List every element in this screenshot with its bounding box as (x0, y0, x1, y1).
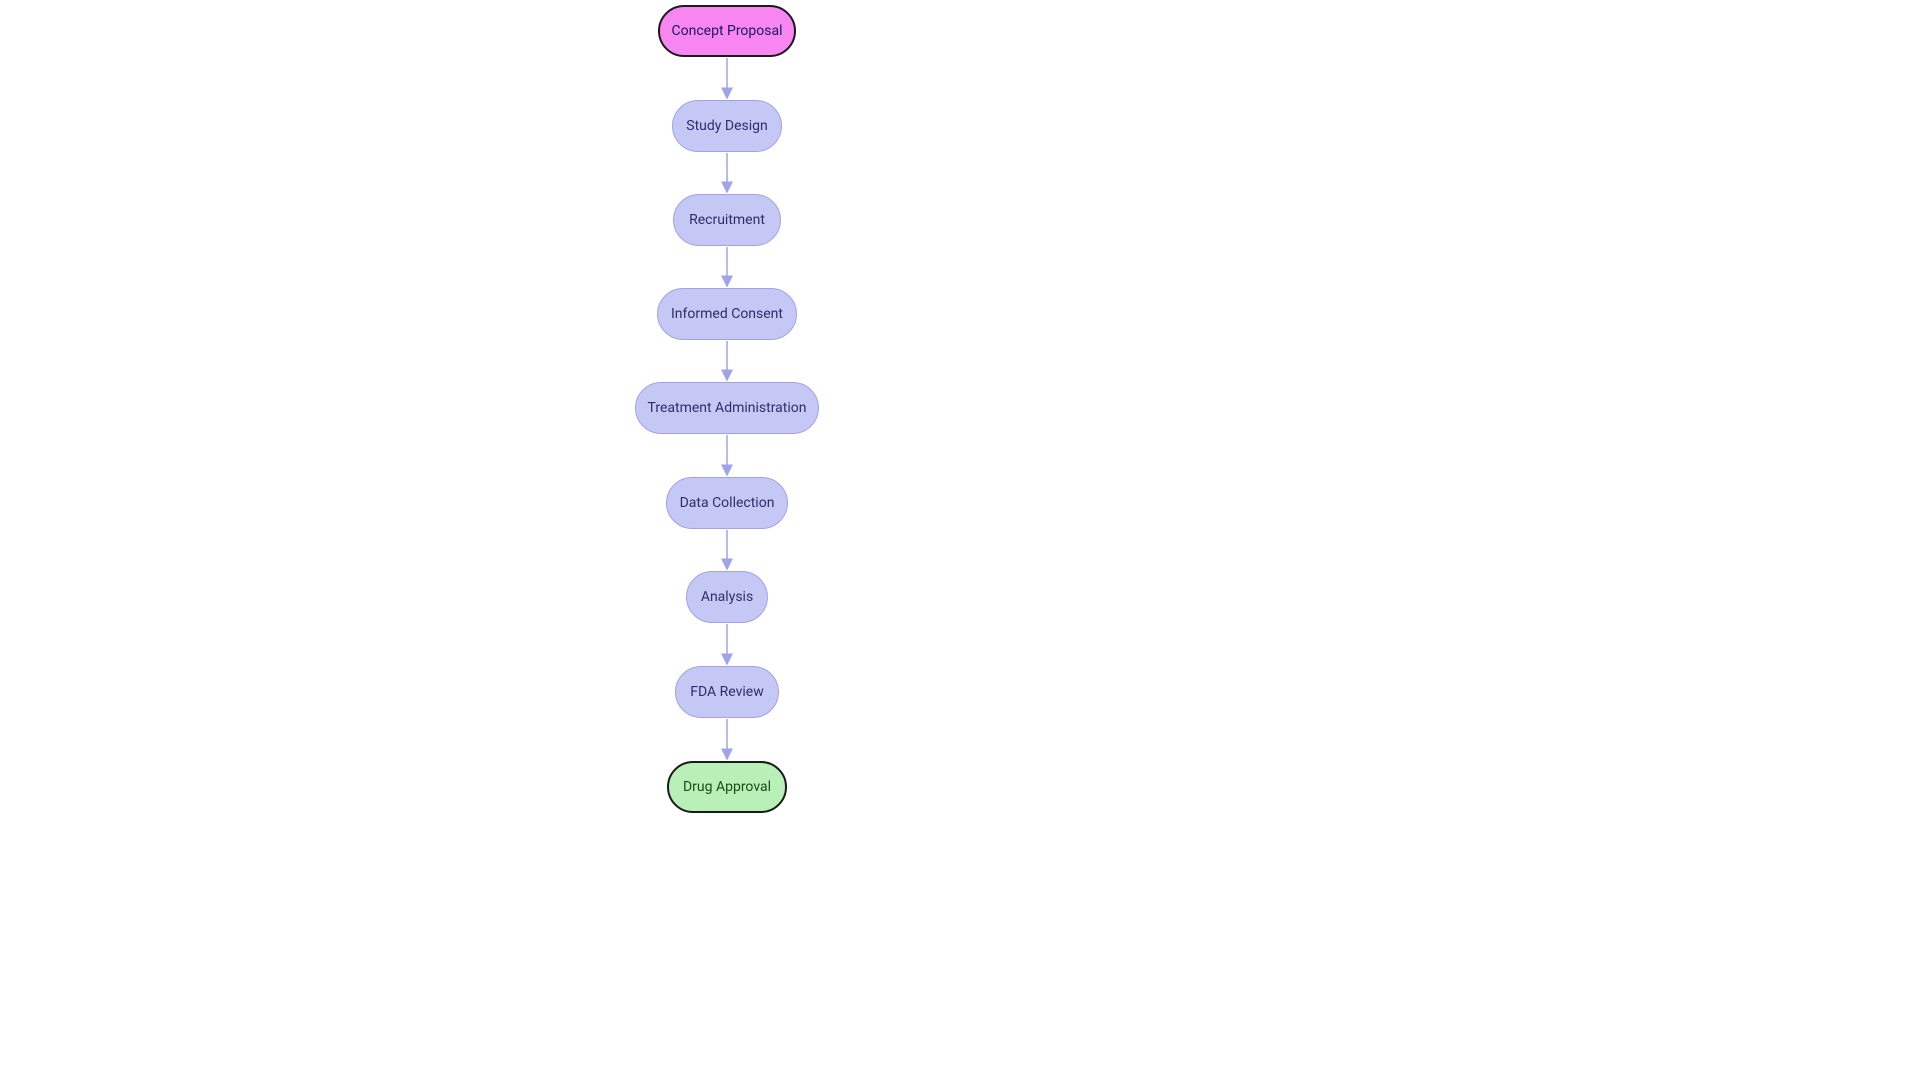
node-study-design: Study Design (672, 100, 782, 152)
node-drug-approval: Drug Approval (667, 761, 787, 813)
flowchart-arrows (0, 0, 1920, 1080)
node-label: Analysis (701, 589, 753, 605)
node-label: Treatment Administration (648, 400, 807, 416)
node-label: Concept Proposal (672, 23, 783, 39)
node-label: Drug Approval (683, 779, 771, 795)
node-label: Recruitment (689, 212, 765, 228)
node-label: Study Design (686, 118, 767, 134)
node-concept-proposal: Concept Proposal (658, 5, 796, 57)
node-label: FDA Review (690, 684, 763, 700)
node-treatment-administration: Treatment Administration (635, 382, 819, 434)
node-analysis: Analysis (686, 571, 768, 623)
node-recruitment: Recruitment (673, 194, 781, 246)
node-label: Data Collection (680, 495, 775, 511)
node-fda-review: FDA Review (675, 666, 779, 718)
flowchart-canvas: Concept Proposal Study Design Recruitment I… (0, 0, 1920, 1080)
node-label: Informed Consent (671, 306, 783, 322)
node-informed-consent: Informed Consent (657, 288, 797, 340)
node-data-collection: Data Collection (666, 477, 788, 529)
